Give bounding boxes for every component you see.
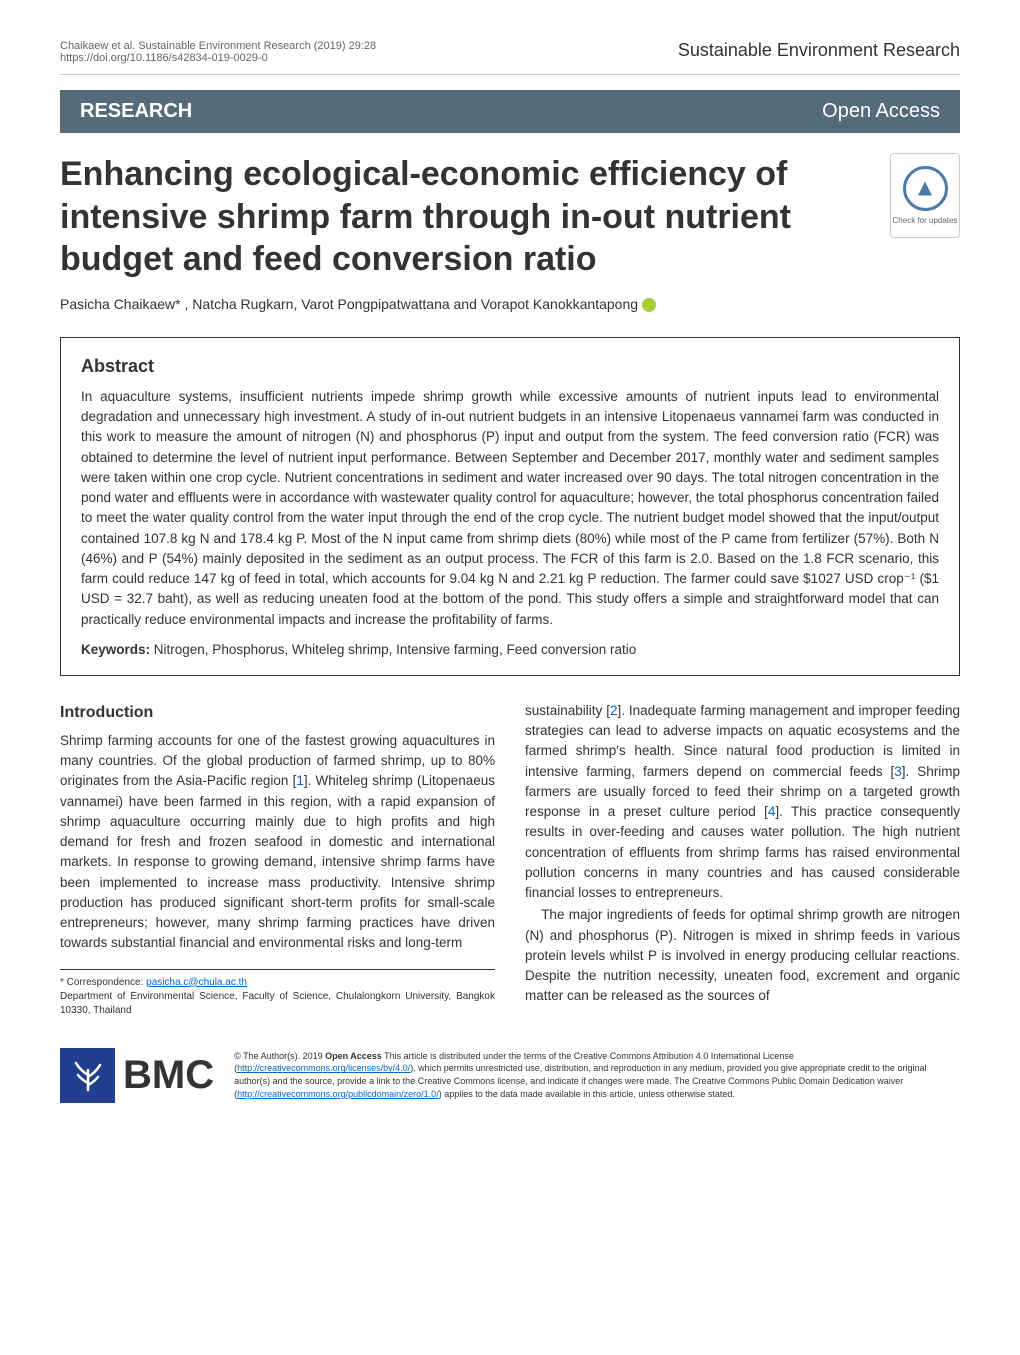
footer: BMC © The Author(s). 2019 Open Access Th… [60,1038,960,1113]
article-title: Enhancing ecological-economic efficiency… [60,153,870,281]
correspondence-email[interactable]: pasicha.c@chula.ac.th [146,977,247,988]
license-link-2[interactable]: http://creativecommons.org/publicdomain/… [237,1089,439,1099]
check-updates-icon [903,166,948,211]
orcid-icon[interactable] [642,298,656,312]
citation-text: Chaikaew et al. Sustainable Environment … [60,40,376,52]
license-link-1[interactable]: http://creativecommons.org/licenses/by/4… [237,1063,410,1073]
body-columns: Introduction Shrimp farming accounts for… [60,701,960,1018]
intro-text-3: sustainability [ [525,703,610,718]
intro-paragraph-left: Shrimp farming accounts for one of the f… [60,731,495,954]
authors-text: Pasicha Chaikaew* , Natcha Rugkarn, Varo… [60,296,638,312]
doi-text: https://doi.org/10.1186/s42834-019-0029-… [60,52,376,64]
reference-link-3[interactable]: 3 [894,764,902,779]
abstract-heading: Abstract [81,356,939,377]
license-text: © The Author(s). 2019 Open Access This a… [234,1050,960,1100]
correspondence-affiliation: Department of Environmental Science, Fac… [60,991,495,1016]
page-container: Chaikaew et al. Sustainable Environment … [0,0,1020,1143]
reference-link-1[interactable]: 1 [296,773,304,788]
title-row: Enhancing ecological-economic efficiency… [60,153,960,296]
research-label: RESEARCH [80,100,192,123]
correspondence-box: * Correspondence: pasicha.c@chula.ac.th … [60,969,495,1018]
authors-line: Pasicha Chaikaew* , Natcha Rugkarn, Varo… [60,296,960,312]
check-updates-label: Check for updates [893,216,958,225]
right-column: sustainability [2]. Inadequate farming m… [525,701,960,1018]
left-column: Introduction Shrimp farming accounts for… [60,701,495,1018]
open-access-label: Open Access [822,100,940,123]
header-left: Chaikaew et al. Sustainable Environment … [60,40,376,64]
check-updates-badge[interactable]: Check for updates [890,153,960,238]
abstract-box: Abstract In aquaculture systems, insuffi… [60,337,960,676]
bmc-text: BMC [123,1053,214,1098]
intro-paragraph-right-1: sustainability [2]. Inadequate farming m… [525,701,960,904]
introduction-heading: Introduction [60,701,495,725]
intro-text-2: ]. Whiteleg shrimp (Litopenaeus vannamei… [60,773,495,950]
license-part1: © The Author(s). 2019 [234,1051,325,1061]
license-part4: ) applies to the data made available in … [439,1089,735,1099]
journal-name: Sustainable Environment Research [678,40,960,61]
bmc-logo: BMC [60,1048,214,1103]
header: Chaikaew et al. Sustainable Environment … [60,40,960,75]
keywords-label: Keywords: [81,642,150,657]
correspondence-label: * Correspondence: [60,977,146,988]
intro-paragraph-right-2: The major ingredients of feeds for optim… [525,905,960,1006]
keywords-line: Keywords: Nitrogen, Phosphorus, Whiteleg… [81,642,939,657]
bmc-icon [60,1048,115,1103]
keywords-text: Nitrogen, Phosphorus, Whiteleg shrimp, I… [150,642,636,657]
abstract-text: In aquaculture systems, insufficient nut… [81,387,939,630]
research-bar: RESEARCH Open Access [60,90,960,133]
bmc-spring-icon [68,1055,108,1095]
license-bold: Open Access [325,1051,382,1061]
